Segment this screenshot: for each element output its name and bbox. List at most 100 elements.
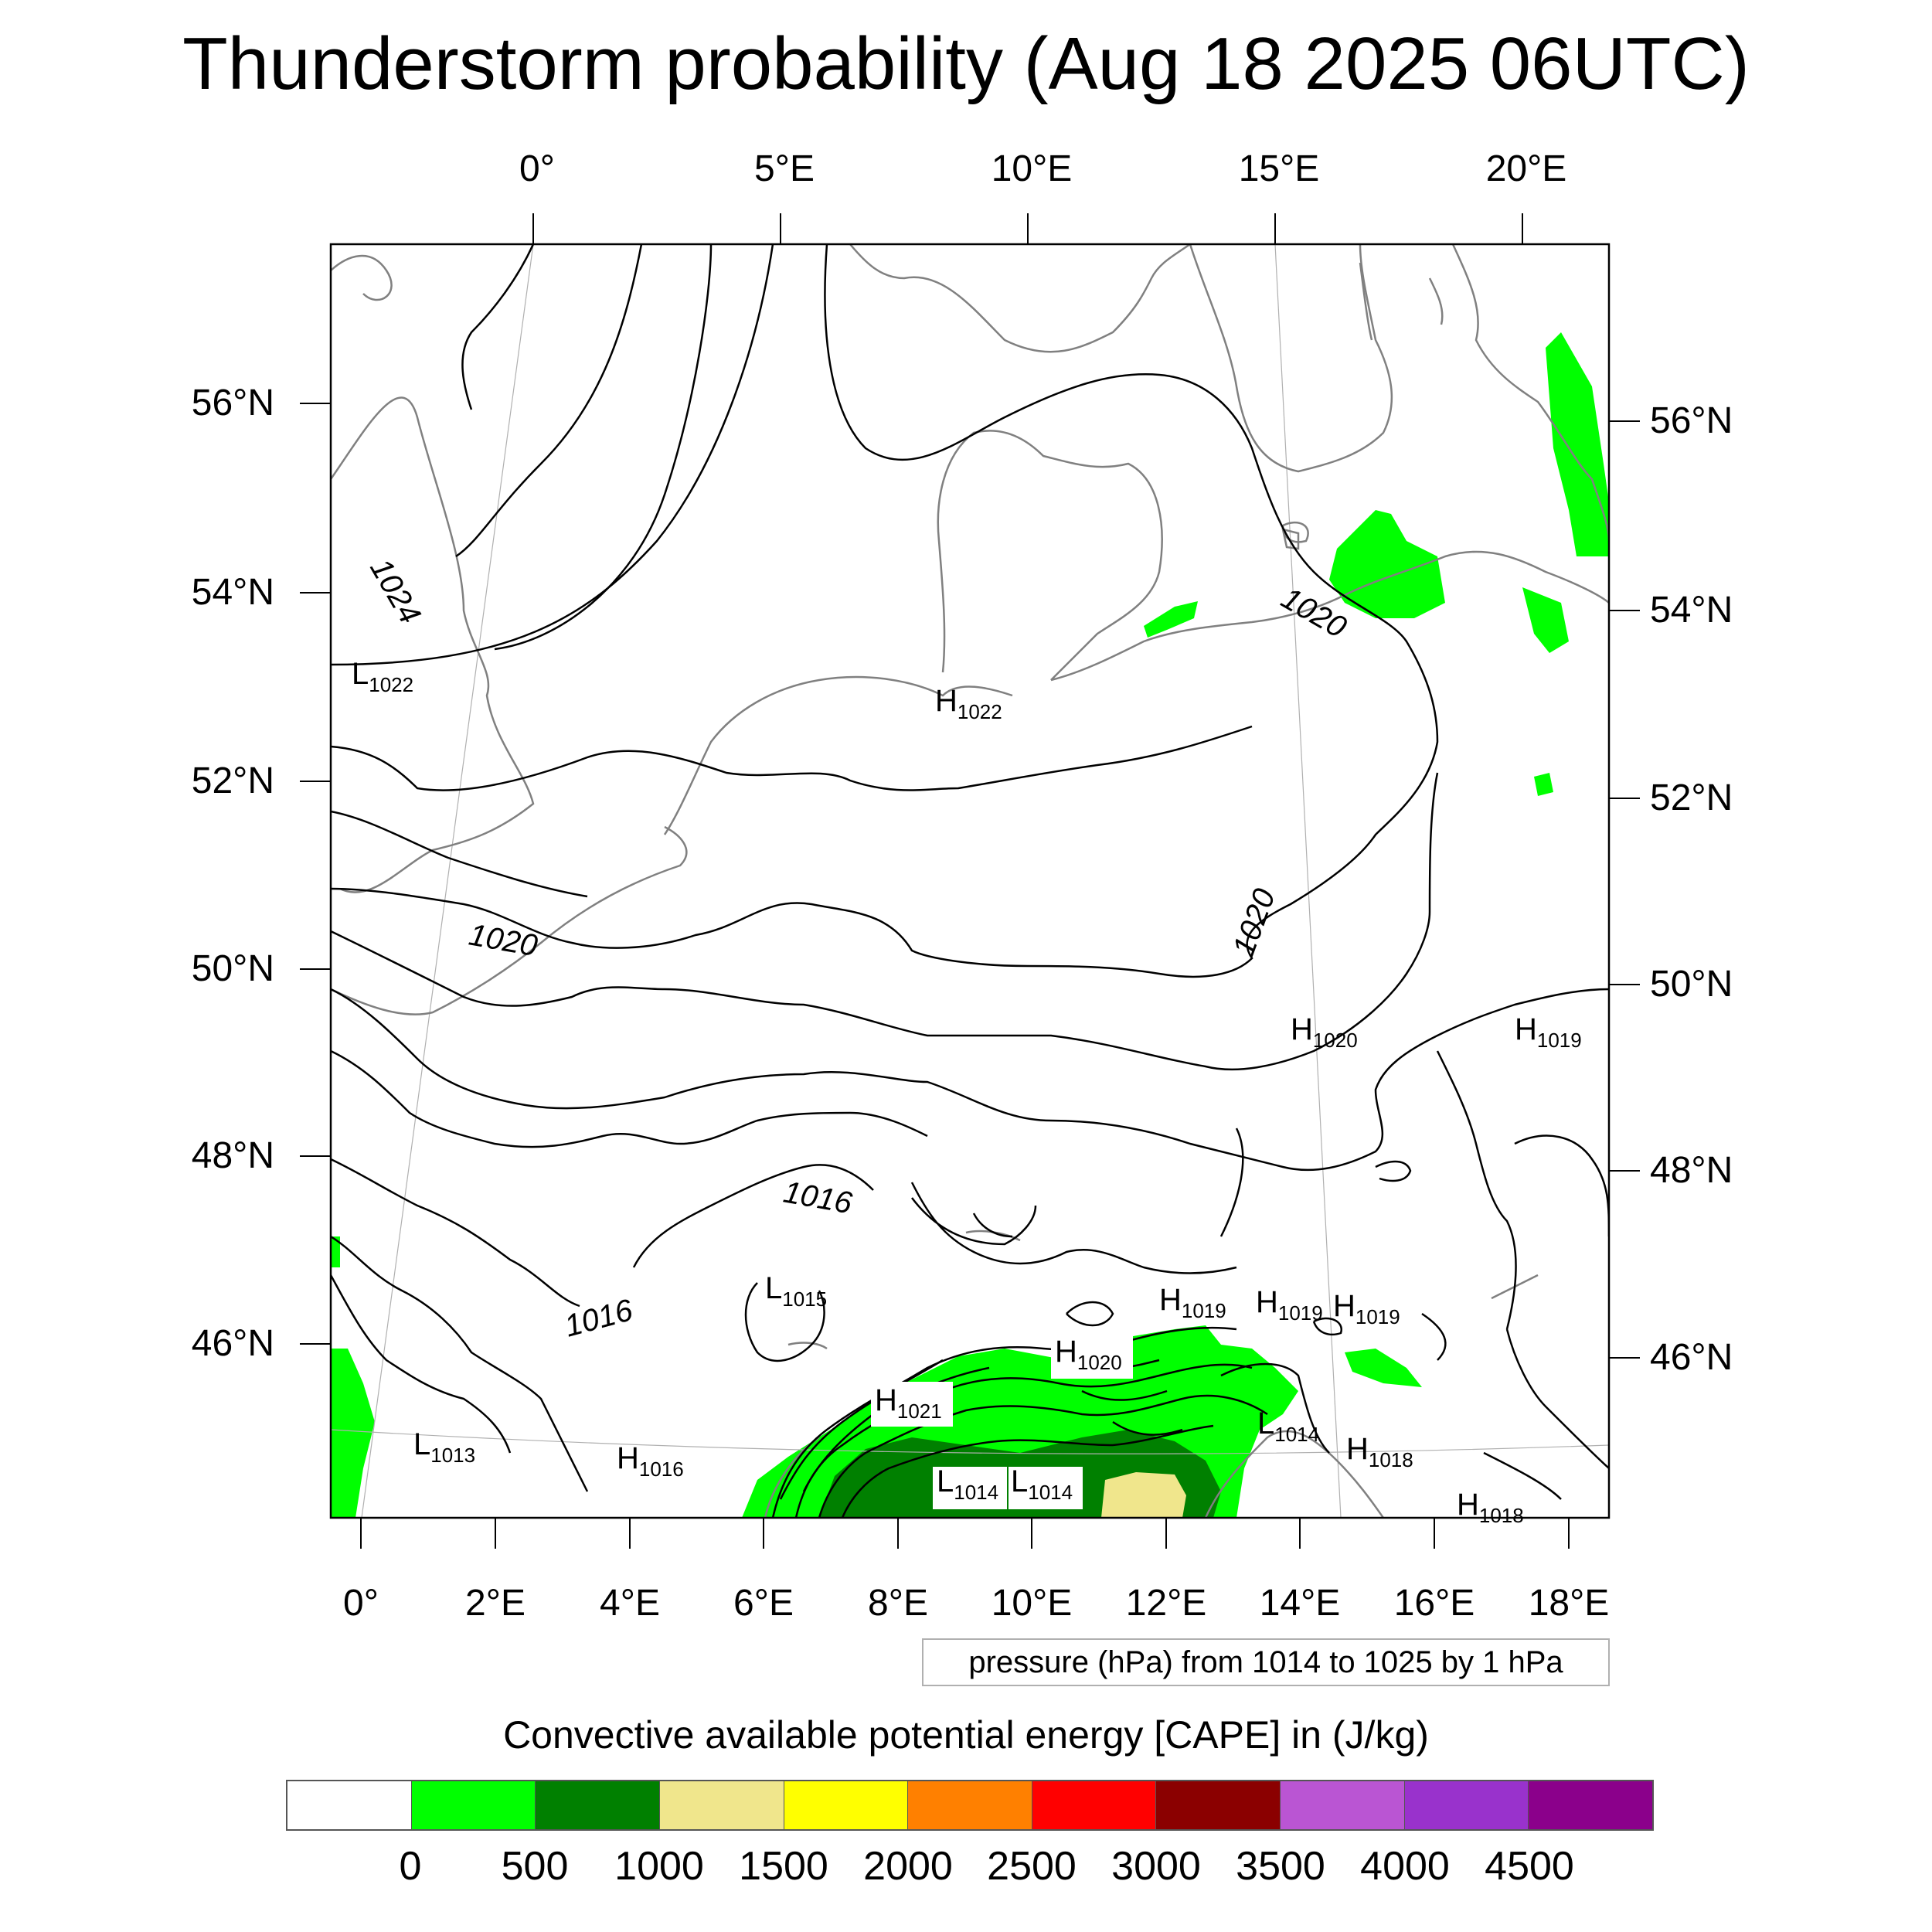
contour-label-1020: 1020 [466, 918, 539, 964]
right-lat-label: 52°N [1650, 777, 1733, 818]
bottom-lon-label: 16°E [1393, 1583, 1475, 1624]
colorbar-swatch [1404, 1781, 1529, 1829]
colorbar-label: 4500 [1485, 1844, 1574, 1889]
isobar-alps [794, 1363, 1253, 1518]
pressure-center: H1020 [1055, 1335, 1122, 1374]
coast-uk [331, 396, 535, 893]
top-lon-label: 0° [519, 148, 555, 189]
pressure-center: H1019 [1515, 1012, 1582, 1052]
coast-denmark [937, 430, 1163, 681]
colorbar-swatch [784, 1781, 909, 1829]
pressure-center: H1019 [1256, 1285, 1323, 1325]
bottom-lon-label: 10°E [991, 1583, 1073, 1624]
top-lon-label: 15°E [1238, 148, 1320, 189]
isobar-alps [779, 1359, 944, 1500]
colorbar-swatch [659, 1781, 784, 1829]
coastlines [331, 244, 1609, 1518]
bottom-lon-label: 4°E [600, 1583, 660, 1624]
bottom-lon-label: 12°E [1125, 1583, 1207, 1624]
isobar [1514, 1134, 1609, 1237]
coast-scotland [331, 255, 393, 301]
map-frame [329, 243, 1611, 1519]
coast-gotland [1428, 277, 1444, 325]
cape-region-west-small [331, 1236, 340, 1267]
bottom-lon-label: 0° [343, 1583, 379, 1624]
graticule [331, 244, 1609, 1518]
colorbar-swatch [536, 1781, 660, 1829]
pressure-center: H1018 [1457, 1488, 1524, 1527]
pressure-center: H1018 [1346, 1432, 1413, 1471]
isobar [494, 244, 713, 651]
isobar [1436, 1050, 1517, 1330]
isobar [1505, 1328, 1609, 1469]
isobar [1312, 1317, 1342, 1336]
right-lat-label: 48°N [1650, 1150, 1733, 1191]
axis-ticks [300, 213, 1640, 1549]
isobars [331, 244, 1609, 1518]
isobar [1220, 1362, 1330, 1454]
colorbar-label: 2500 [987, 1844, 1077, 1889]
isobar [331, 1274, 512, 1454]
right-lat-label: 56°N [1650, 400, 1733, 441]
colorbar-label: 3500 [1236, 1844, 1325, 1889]
isobar [744, 1282, 825, 1362]
pressure-centers: L1022 H1022 H1020 H1019 L1015 H1019 H101… [352, 657, 1582, 1527]
pressure-center: H1021 [875, 1383, 942, 1423]
isobar-alps [1112, 1420, 1183, 1436]
isobar [331, 244, 774, 666]
contour-labels: 1024 1020 1020 1020 1016 1016 [363, 553, 1352, 1344]
colorbar-swatch [1281, 1781, 1405, 1829]
right-lat-label: 50°N [1650, 964, 1733, 1005]
colorbar-label: 1500 [739, 1844, 828, 1889]
top-lon-label: 20°E [1485, 148, 1567, 189]
cape-region-poland [1144, 601, 1198, 638]
isobar-alps [1081, 1389, 1168, 1401]
isobar [910, 1182, 1237, 1274]
pressure-center: L1013 [413, 1427, 475, 1467]
colorbar-label: 4000 [1360, 1844, 1450, 1889]
isobar-alps [818, 1394, 1268, 1518]
contour-label-1016: 1016 [561, 1293, 637, 1344]
pressure-center: H1020 [1291, 1012, 1358, 1052]
isobar [331, 772, 1439, 1071]
pressure-center: L1022 [352, 657, 413, 696]
pressure-center: H1022 [935, 684, 1002, 723]
pressure-center: L1014 [1011, 1464, 1073, 1504]
top-lon-label: 10°E [991, 148, 1073, 189]
colorbar-swatch [287, 1781, 412, 1829]
contour-label-1016: 1016 [781, 1175, 855, 1221]
isobar [331, 244, 1439, 978]
pressure-info-box: pressure (hPa) from 1014 to 1025 by 1 hP… [922, 1638, 1610, 1686]
isobar [1375, 1160, 1412, 1182]
bottom-lon-label: 14°E [1259, 1583, 1341, 1624]
isobar [455, 244, 643, 558]
coast-sweden-east [1189, 244, 1393, 473]
cape-region-east-coast [1522, 587, 1569, 653]
isobar [461, 244, 535, 410]
isobar [1421, 1312, 1447, 1361]
colorbar-swatch [411, 1781, 536, 1829]
left-lat-label: 50°N [191, 948, 274, 989]
isobar [331, 1235, 589, 1492]
colorbar-label: 2000 [863, 1844, 953, 1889]
coast-lake-geneva [787, 1342, 828, 1350]
bottom-lon-label: 2°E [465, 1583, 526, 1624]
isobar [972, 1213, 1013, 1238]
bottom-lon-label: 18°E [1528, 1583, 1610, 1624]
colorbar-swatch [908, 1781, 1032, 1829]
isobar [331, 725, 1253, 791]
cape-region-northeast [1546, 332, 1609, 556]
isobar [632, 1164, 874, 1268]
pressure-center: H1016 [617, 1441, 684, 1481]
isobar-alps [771, 1326, 1237, 1518]
cape-region-baltic [1329, 510, 1445, 618]
cape-colorbar [286, 1780, 1654, 1831]
contour-label-1024: 1024 [363, 553, 427, 630]
isobar [331, 1049, 928, 1148]
isobar [1066, 1301, 1114, 1327]
cape-region-hungary [1345, 1349, 1422, 1387]
right-lat-label: 46°N [1650, 1337, 1733, 1378]
cape-region-po-valley [1101, 1472, 1186, 1518]
colorbar-label: 3000 [1111, 1844, 1201, 1889]
